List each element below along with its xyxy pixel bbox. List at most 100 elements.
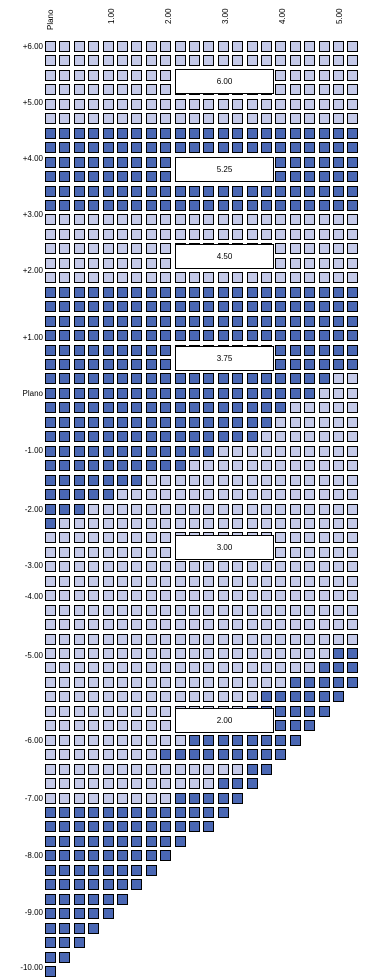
power-cell[interactable] xyxy=(45,41,56,52)
power-cell[interactable] xyxy=(59,330,71,342)
power-cell[interactable] xyxy=(59,272,71,284)
power-cell[interactable] xyxy=(88,517,100,529)
power-cell[interactable] xyxy=(318,199,330,211)
power-cell[interactable] xyxy=(232,431,244,443)
power-cell[interactable] xyxy=(203,676,215,688)
power-cell[interactable] xyxy=(88,55,100,67)
power-cell[interactable] xyxy=(117,546,128,558)
power-cell[interactable] xyxy=(261,489,272,501)
power-cell[interactable] xyxy=(102,720,114,732)
power-cell[interactable] xyxy=(59,142,71,154)
power-cell[interactable] xyxy=(160,792,172,804)
power-cell[interactable] xyxy=(304,662,316,674)
power-cell[interactable] xyxy=(189,662,200,674)
power-cell[interactable] xyxy=(275,243,287,255)
power-cell[interactable] xyxy=(160,387,172,399)
power-cell[interactable] xyxy=(73,257,85,269)
power-cell[interactable] xyxy=(131,127,143,139)
power-cell[interactable] xyxy=(217,517,229,529)
power-cell[interactable] xyxy=(189,445,200,457)
power-cell[interactable] xyxy=(88,676,100,688)
power-cell[interactable] xyxy=(217,460,229,472)
power-cell[interactable] xyxy=(145,55,157,67)
power-cell[interactable] xyxy=(88,199,100,211)
power-cell[interactable] xyxy=(189,113,200,125)
power-cell[interactable] xyxy=(145,445,157,457)
power-cell[interactable] xyxy=(304,532,316,544)
power-cell[interactable] xyxy=(347,69,359,81)
power-cell[interactable] xyxy=(88,228,100,240)
power-cell[interactable] xyxy=(189,272,200,284)
power-cell[interactable] xyxy=(45,590,56,602)
power-cell[interactable] xyxy=(232,676,244,688)
power-cell[interactable] xyxy=(160,228,172,240)
power-cell[interactable] xyxy=(73,156,85,168)
power-cell[interactable] xyxy=(217,387,229,399)
power-cell[interactable] xyxy=(232,561,244,573)
power-cell[interactable] xyxy=(59,763,71,775)
power-cell[interactable] xyxy=(246,503,258,515)
power-cell[interactable] xyxy=(333,127,344,139)
power-cell[interactable] xyxy=(131,648,143,660)
power-cell[interactable] xyxy=(318,214,330,226)
power-cell[interactable] xyxy=(304,648,316,660)
power-cell[interactable] xyxy=(275,720,287,732)
power-cell[interactable] xyxy=(217,228,229,240)
power-cell[interactable] xyxy=(73,662,85,674)
power-cell[interactable] xyxy=(117,619,128,631)
power-cell[interactable] xyxy=(117,416,128,428)
power-cell[interactable] xyxy=(246,330,258,342)
power-cell[interactable] xyxy=(217,749,229,761)
power-cell[interactable] xyxy=(88,330,100,342)
power-cell[interactable] xyxy=(102,358,114,370)
power-cell[interactable] xyxy=(88,893,100,905)
power-cell[interactable] xyxy=(160,546,172,558)
power-cell[interactable] xyxy=(318,301,330,313)
power-cell[interactable] xyxy=(333,633,344,645)
power-cell[interactable] xyxy=(145,156,157,168)
power-cell[interactable] xyxy=(102,705,114,717)
power-cell[interactable] xyxy=(333,243,344,255)
power-cell[interactable] xyxy=(289,373,301,385)
power-cell[interactable] xyxy=(232,286,244,298)
power-cell[interactable] xyxy=(145,850,157,862)
power-cell[interactable] xyxy=(217,113,229,125)
power-cell[interactable] xyxy=(275,575,287,587)
power-cell[interactable] xyxy=(174,315,186,327)
power-cell[interactable] xyxy=(59,315,71,327)
power-cell[interactable] xyxy=(131,590,143,602)
power-cell[interactable] xyxy=(145,185,157,197)
power-cell[interactable] xyxy=(347,98,359,110)
power-cell[interactable] xyxy=(102,619,114,631)
power-cell[interactable] xyxy=(246,431,258,443)
power-cell[interactable] xyxy=(117,749,128,761)
power-cell[interactable] xyxy=(59,214,71,226)
power-cell[interactable] xyxy=(347,330,359,342)
power-cell[interactable] xyxy=(117,69,128,81)
power-cell[interactable] xyxy=(203,113,215,125)
power-cell[interactable] xyxy=(117,344,128,356)
power-cell[interactable] xyxy=(131,532,143,544)
power-cell[interactable] xyxy=(117,431,128,443)
power-cell[interactable] xyxy=(275,532,287,544)
power-cell[interactable] xyxy=(117,821,128,833)
power-cell[interactable] xyxy=(304,199,316,211)
power-cell[interactable] xyxy=(275,734,287,746)
power-cell[interactable] xyxy=(189,763,200,775)
power-cell[interactable] xyxy=(59,84,71,96)
power-cell[interactable] xyxy=(217,431,229,443)
power-cell[interactable] xyxy=(145,807,157,819)
power-cell[interactable] xyxy=(160,604,172,616)
power-cell[interactable] xyxy=(59,691,71,703)
power-cell[interactable] xyxy=(289,257,301,269)
power-cell[interactable] xyxy=(117,113,128,125)
power-cell[interactable] xyxy=(145,575,157,587)
power-cell[interactable] xyxy=(88,301,100,313)
power-cell[interactable] xyxy=(261,301,272,313)
power-cell[interactable] xyxy=(318,633,330,645)
power-cell[interactable] xyxy=(102,648,114,660)
power-cell[interactable] xyxy=(117,185,128,197)
power-cell[interactable] xyxy=(160,286,172,298)
power-cell[interactable] xyxy=(318,460,330,472)
power-cell[interactable] xyxy=(117,850,128,862)
